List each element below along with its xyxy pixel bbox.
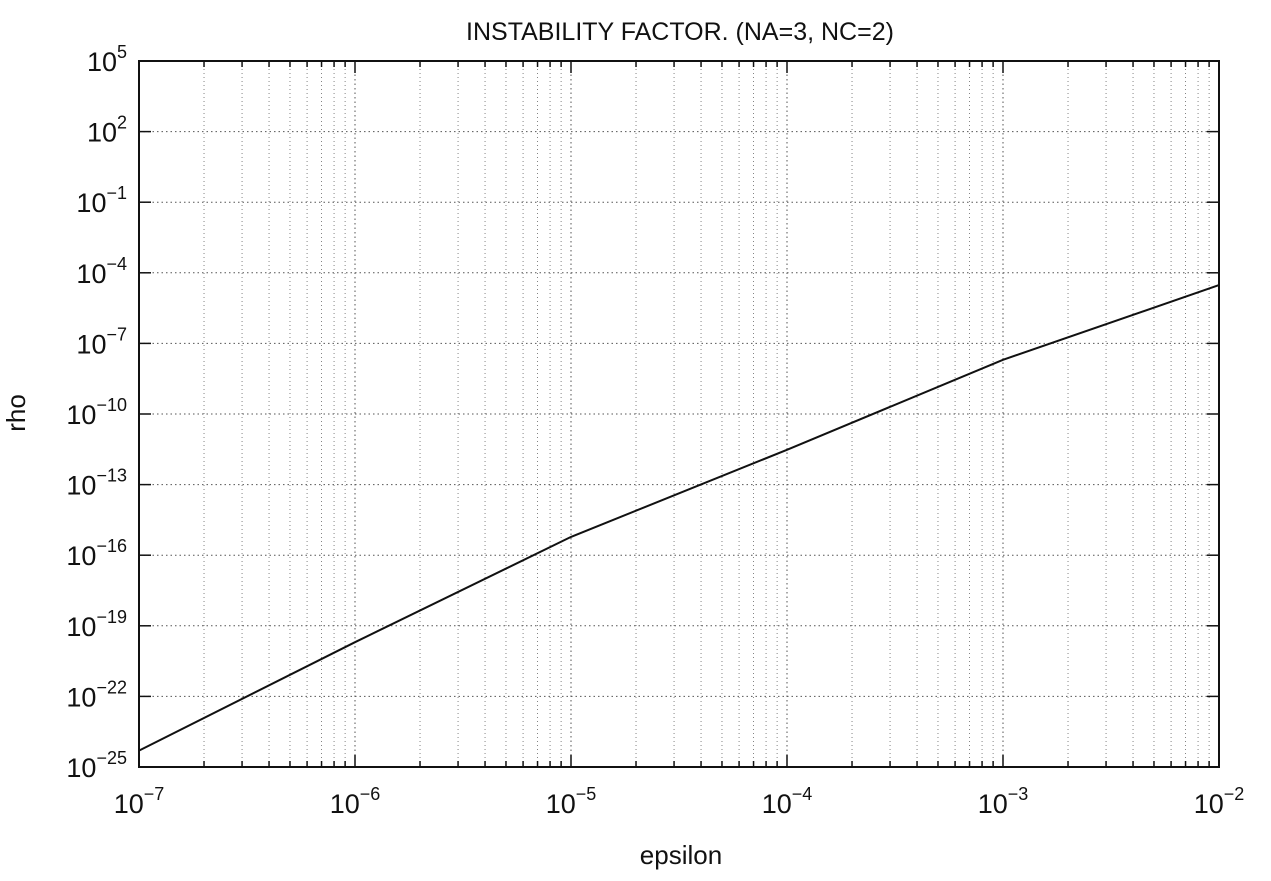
chart-title: INSTABILITY FACTOR. (NA=3, NC=2) (466, 18, 894, 46)
x-tick-label: 10−2 (1194, 784, 1245, 819)
x-tick-labels: 10−7 10−6 10−5 10−4 10−3 10−2 (114, 784, 1245, 819)
series-layer (138, 284, 1220, 752)
grid (139, 61, 1219, 767)
x-tick-label: 10−3 (978, 784, 1029, 819)
x-tick-label: 10−5 (546, 784, 597, 819)
y-tick-label: 10−22 (66, 677, 127, 712)
x-axis-label: epsilon (640, 840, 722, 870)
y-axis-label: rho (1, 394, 31, 432)
x-tick-label: 10−7 (114, 784, 165, 819)
y-tick-labels: 105 102 10−1 10−4 10−7 10−10 10−13 10−16 10−19 10… (66, 42, 127, 783)
y-tick-label: 10−1 (76, 183, 127, 218)
y-tick-label: 10−16 (66, 536, 127, 571)
y-tick-label: 10−4 (76, 254, 127, 289)
x-tick-label: 10−4 (762, 784, 813, 819)
y-tick-label: 10−25 (66, 748, 127, 783)
y-tick-label: 10−19 (66, 607, 127, 642)
y-tick-label: 10−13 (66, 466, 127, 501)
y-tick-label: 105 (87, 42, 127, 77)
x-tick-label: 10−6 (330, 784, 381, 819)
plot-frame (138, 60, 1220, 768)
y-tick-label: 10−10 (66, 395, 127, 430)
series-line-1 (138, 284, 1220, 752)
y-tick-label: 102 (87, 113, 127, 148)
y-tick-label: 10−7 (76, 324, 127, 359)
